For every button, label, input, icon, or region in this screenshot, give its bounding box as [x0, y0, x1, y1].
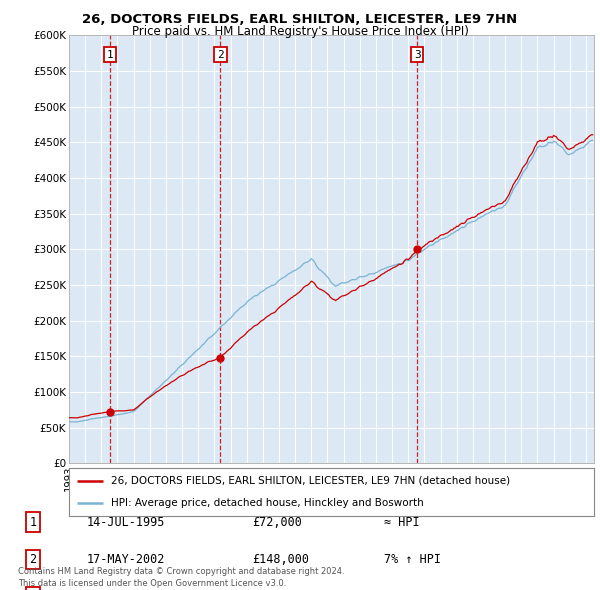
Text: Price paid vs. HM Land Registry's House Price Index (HPI): Price paid vs. HM Land Registry's House … — [131, 25, 469, 38]
Text: 26, DOCTORS FIELDS, EARL SHILTON, LEICESTER, LE9 7HN (detached house): 26, DOCTORS FIELDS, EARL SHILTON, LEICES… — [111, 476, 510, 486]
Text: 26, DOCTORS FIELDS, EARL SHILTON, LEICESTER, LE9 7HN: 26, DOCTORS FIELDS, EARL SHILTON, LEICES… — [82, 13, 518, 26]
Text: ≈ HPI: ≈ HPI — [384, 516, 419, 529]
Text: 14-JUL-1995: 14-JUL-1995 — [87, 516, 166, 529]
Text: 1: 1 — [106, 50, 113, 60]
Text: 1: 1 — [29, 516, 37, 529]
Text: 17-MAY-2002: 17-MAY-2002 — [87, 553, 166, 566]
Text: HPI: Average price, detached house, Hinckley and Bosworth: HPI: Average price, detached house, Hinc… — [111, 498, 424, 508]
Text: £148,000: £148,000 — [252, 553, 309, 566]
Text: Contains HM Land Registry data © Crown copyright and database right 2024.
This d: Contains HM Land Registry data © Crown c… — [18, 568, 344, 588]
Text: 3: 3 — [414, 50, 421, 60]
Text: 7% ↑ HPI: 7% ↑ HPI — [384, 553, 441, 566]
Text: 2: 2 — [29, 553, 37, 566]
Text: £72,000: £72,000 — [252, 516, 302, 529]
Text: 2: 2 — [217, 50, 224, 60]
